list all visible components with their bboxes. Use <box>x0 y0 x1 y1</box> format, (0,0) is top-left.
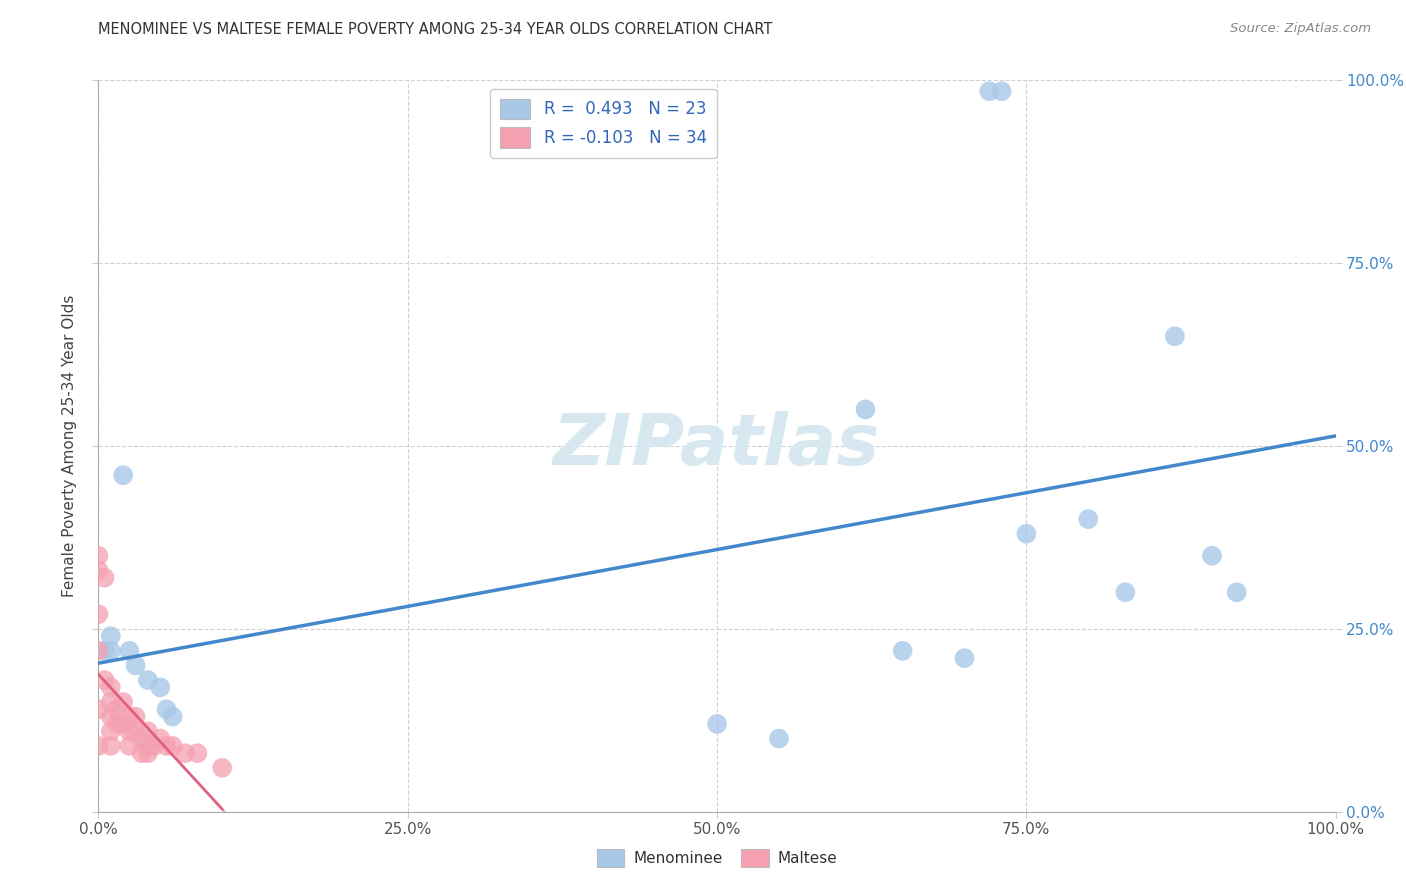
Point <box>93 644 115 658</box>
Point <box>100 629 122 643</box>
Point <box>118 739 141 753</box>
Point <box>136 673 159 687</box>
Point <box>112 695 135 709</box>
Point <box>87 563 110 577</box>
Point <box>124 658 146 673</box>
Point <box>131 746 153 760</box>
Point <box>100 681 122 695</box>
Point <box>112 717 135 731</box>
Point <box>87 739 110 753</box>
Y-axis label: Female Poverty Among 25-34 Year Olds: Female Poverty Among 25-34 Year Olds <box>62 295 77 597</box>
Point <box>155 739 177 753</box>
Point <box>162 739 184 753</box>
Point <box>186 746 208 760</box>
Point <box>100 709 122 723</box>
Point <box>118 724 141 739</box>
Point <box>1201 549 1223 563</box>
Point <box>100 695 122 709</box>
Point <box>93 673 115 687</box>
Point <box>87 549 110 563</box>
Point <box>87 644 110 658</box>
Point <box>87 607 110 622</box>
Point <box>979 84 1001 98</box>
Point <box>1164 329 1187 343</box>
Point <box>131 731 153 746</box>
Point <box>155 702 177 716</box>
Point <box>1114 585 1136 599</box>
Point <box>87 702 110 716</box>
Point <box>105 702 128 716</box>
Point <box>1015 526 1038 541</box>
Point <box>162 709 184 723</box>
Point <box>855 402 877 417</box>
Point <box>100 724 122 739</box>
Point <box>891 644 914 658</box>
Point <box>1226 585 1249 599</box>
Point <box>136 746 159 760</box>
Point <box>706 717 728 731</box>
Point <box>174 746 197 760</box>
Point <box>136 724 159 739</box>
Point <box>112 468 135 483</box>
Point <box>93 571 115 585</box>
Point <box>143 739 166 753</box>
Point <box>149 731 172 746</box>
Text: Source: ZipAtlas.com: Source: ZipAtlas.com <box>1230 22 1371 36</box>
Text: ZIPatlas: ZIPatlas <box>554 411 880 481</box>
Point <box>124 724 146 739</box>
Point <box>149 681 172 695</box>
Point <box>211 761 233 775</box>
Point <box>768 731 790 746</box>
Legend: Menominee, Maltese: Menominee, Maltese <box>591 843 844 873</box>
Text: MENOMINEE VS MALTESE FEMALE POVERTY AMONG 25-34 YEAR OLDS CORRELATION CHART: MENOMINEE VS MALTESE FEMALE POVERTY AMON… <box>98 22 773 37</box>
Point <box>100 739 122 753</box>
Point <box>990 84 1012 98</box>
Point <box>118 709 141 723</box>
Point <box>105 717 128 731</box>
Point <box>1077 512 1099 526</box>
Point <box>124 709 146 723</box>
Point <box>136 739 159 753</box>
Point <box>953 651 976 665</box>
Point <box>100 644 122 658</box>
Point <box>118 644 141 658</box>
